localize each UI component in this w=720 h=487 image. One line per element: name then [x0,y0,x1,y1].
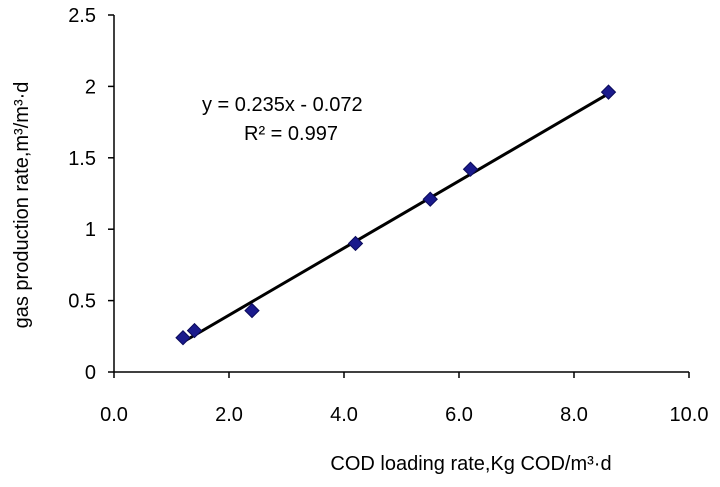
data-point-diamond [175,330,191,346]
y-tick-label: 0 [85,362,96,384]
trendline-equation: y = 0.235x - 0.072 [202,94,363,116]
x-tick-label: 6.0 [445,404,473,426]
data-point-diamond [600,84,617,100]
x-tick-label: 10.0 [670,404,709,426]
data-point-diamond [462,161,479,177]
y-tick-label: 0.5 [68,291,96,313]
x-tick-label: 0.0 [100,404,128,426]
data-point-diamond [422,191,438,207]
x-tick-label: 2.0 [215,404,243,426]
y-tick-label: 1 [85,219,96,241]
data-point-diamond [186,322,203,339]
trendline-r-squared: R² = 0.997 [244,123,338,145]
x-axis-ticks: 0.0 2.0 4.0 6.0 8.0 10.0 [100,372,708,426]
plot-area: 0 0.5 1 1.5 2 2.5 0.0 2.0 4.0 6.0 8.0 10.0 [68,5,708,426]
y-tick-label: 2.5 [68,5,96,27]
data-point-diamond [244,302,260,319]
y-tick-label: 2 [85,76,96,98]
x-tick-label: 8.0 [560,404,588,426]
y-tick-label: 1.5 [68,148,96,170]
data-points [175,84,617,346]
y-axis-ticks: 0 0.5 1 1.5 2 2.5 [68,5,114,384]
data-point-diamond [347,235,364,252]
x-axis-label: COD loading rate,Kg COD/m³·d [330,453,611,475]
y-axis-label: gas production rate,m³/m³·d [11,82,33,329]
trendline [182,92,610,344]
x-tick-label: 4.0 [330,404,358,426]
